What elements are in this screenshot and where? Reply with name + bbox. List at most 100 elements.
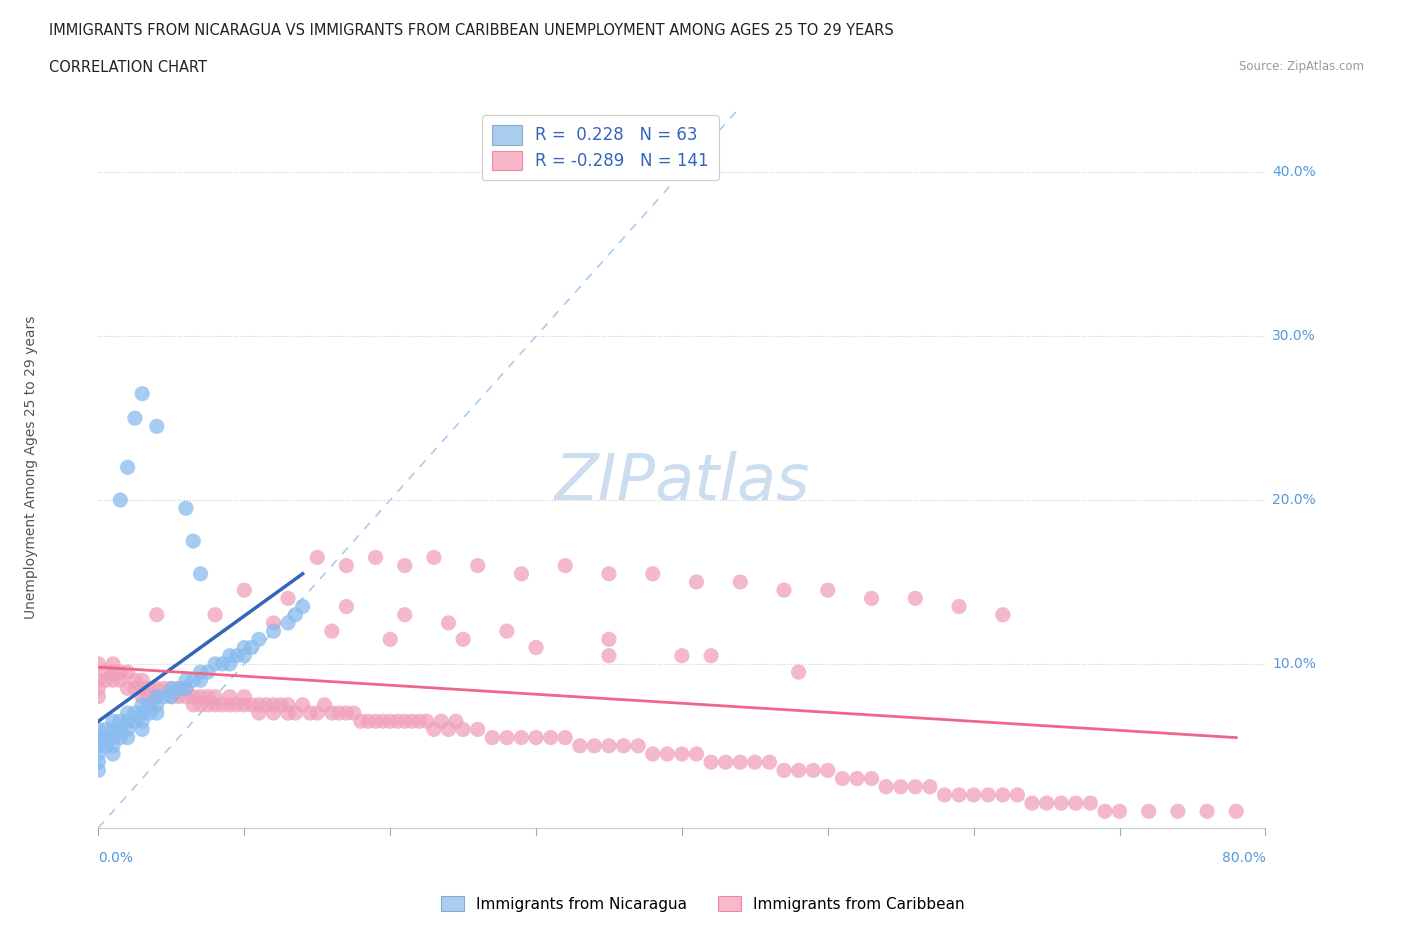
Point [328, 706, 350, 721]
Point [787, 763, 810, 777]
Point [218, 689, 240, 704]
Point [350, 714, 373, 729]
Point [262, 706, 284, 721]
Point [437, 722, 460, 737]
Point [153, 681, 176, 696]
Point [167, 681, 190, 696]
Point [87, 763, 110, 777]
Point [190, 689, 212, 704]
Point [671, 648, 693, 663]
Point [1050, 796, 1073, 811]
Point [284, 706, 307, 721]
Text: ZIPatlas: ZIPatlas [554, 451, 810, 512]
Text: 40.0%: 40.0% [1272, 166, 1316, 179]
Point [240, 698, 263, 712]
Point [101, 730, 124, 745]
Point [1021, 796, 1043, 811]
Point [131, 672, 153, 687]
Text: 20.0%: 20.0% [1272, 493, 1316, 507]
Point [146, 418, 169, 433]
Text: IMMIGRANTS FROM NICARAGUA VS IMMIGRANTS FROM CARIBBEAN UNEMPLOYMENT AMONG AGES 2: IMMIGRANTS FROM NICARAGUA VS IMMIGRANTS … [49, 23, 894, 38]
Point [117, 681, 139, 696]
Point [190, 698, 212, 712]
Point [641, 566, 664, 581]
Point [307, 706, 329, 721]
Point [197, 665, 219, 680]
Point [612, 738, 634, 753]
Point [1064, 796, 1087, 811]
Point [87, 689, 110, 704]
Point [714, 755, 737, 770]
Point [87, 730, 110, 745]
Point [218, 657, 240, 671]
Point [262, 698, 284, 712]
Point [801, 763, 824, 777]
Text: CORRELATION CHART: CORRELATION CHART [49, 60, 207, 75]
Point [94, 730, 117, 745]
Text: 30.0%: 30.0% [1272, 329, 1316, 343]
Point [991, 788, 1014, 803]
Point [167, 681, 190, 696]
Point [233, 689, 256, 704]
Point [87, 657, 110, 671]
Point [875, 779, 897, 794]
Point [190, 665, 212, 680]
Point [364, 550, 387, 565]
Point [423, 550, 446, 565]
Point [641, 747, 664, 762]
Point [817, 583, 839, 598]
Point [146, 689, 169, 704]
Point [101, 714, 124, 729]
Point [977, 788, 1000, 803]
Point [110, 672, 132, 687]
Point [110, 714, 132, 729]
Point [277, 706, 299, 721]
Point [146, 681, 169, 696]
Point [598, 648, 620, 663]
Point [1080, 796, 1102, 811]
Point [94, 738, 117, 753]
Point [430, 714, 453, 729]
Point [153, 689, 176, 704]
Point [700, 648, 723, 663]
Point [918, 779, 941, 794]
Point [117, 730, 139, 745]
Point [817, 763, 839, 777]
Point [773, 763, 796, 777]
Point [540, 730, 562, 745]
Point [204, 689, 226, 704]
Point [117, 665, 139, 680]
Point [233, 698, 256, 712]
Point [204, 657, 226, 671]
Point [335, 599, 357, 614]
Point [451, 631, 474, 646]
Point [174, 689, 197, 704]
Point [270, 698, 292, 712]
Point [131, 722, 153, 737]
Point [197, 689, 219, 704]
Point [1007, 788, 1029, 803]
Point [131, 681, 153, 696]
Point [174, 681, 197, 696]
Point [657, 747, 679, 762]
Point [277, 698, 299, 712]
Point [94, 665, 117, 680]
Text: Source: ZipAtlas.com: Source: ZipAtlas.com [1239, 60, 1364, 73]
Point [181, 689, 204, 704]
Point [131, 689, 153, 704]
Point [218, 698, 240, 712]
Point [890, 779, 912, 794]
Point [190, 672, 212, 687]
Point [510, 730, 533, 745]
Point [408, 714, 430, 729]
Point [598, 631, 620, 646]
Point [291, 599, 314, 614]
Point [197, 698, 219, 712]
Point [131, 706, 153, 721]
Point [233, 640, 256, 655]
Point [174, 501, 197, 516]
Point [758, 755, 780, 770]
Point [131, 714, 153, 729]
Point [254, 698, 277, 712]
Point [401, 714, 423, 729]
